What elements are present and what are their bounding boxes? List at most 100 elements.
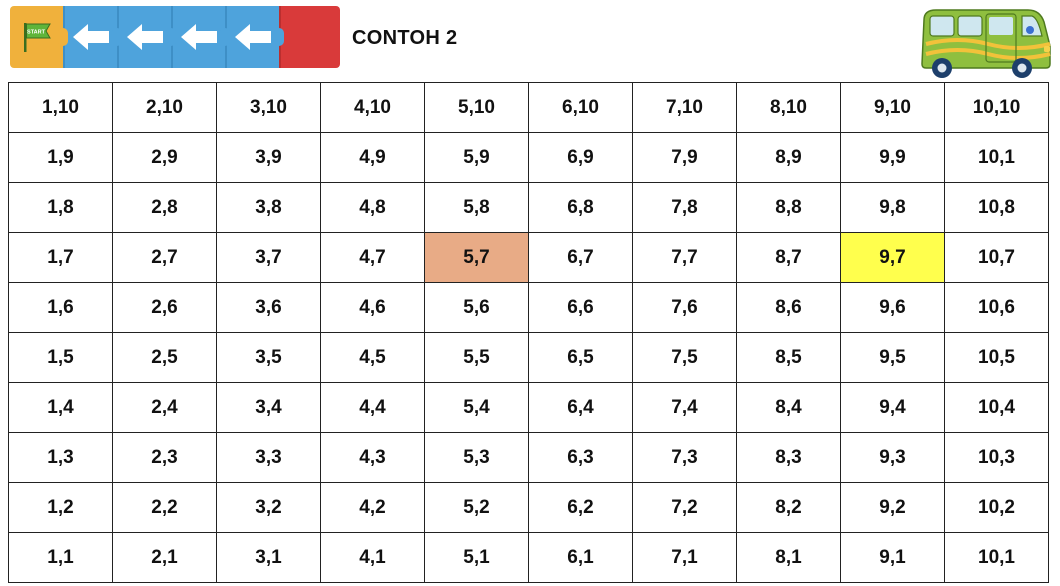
grid-cell[interactable]: 10,10 bbox=[944, 82, 1049, 133]
grid-cell[interactable]: 1,3 bbox=[8, 432, 113, 483]
grid-cell[interactable]: 8,9 bbox=[736, 132, 841, 183]
grid-cell[interactable]: 6,2 bbox=[528, 482, 633, 533]
grid-cell-target[interactable]: 9,7 bbox=[840, 232, 945, 283]
grid-cell[interactable]: 8,7 bbox=[736, 232, 841, 283]
grid-cell[interactable]: 1,5 bbox=[8, 332, 113, 383]
grid-cell[interactable]: 5,4 bbox=[424, 382, 529, 433]
grid-cell[interactable]: 5,2 bbox=[424, 482, 529, 533]
grid-cell[interactable]: 7,8 bbox=[632, 182, 737, 233]
grid-cell[interactable]: 9,1 bbox=[840, 532, 945, 583]
grid-cell[interactable]: 4,4 bbox=[320, 382, 425, 433]
grid-cell[interactable]: 6,6 bbox=[528, 282, 633, 333]
grid-cell[interactable]: 3,5 bbox=[216, 332, 321, 383]
grid-cell[interactable]: 6,7 bbox=[528, 232, 633, 283]
end-block[interactable] bbox=[279, 6, 340, 68]
grid-cell[interactable]: 4,5 bbox=[320, 332, 425, 383]
grid-cell[interactable]: 1,8 bbox=[8, 182, 113, 233]
grid-cell[interactable]: 6,1 bbox=[528, 532, 633, 583]
grid-cell[interactable]: 9,4 bbox=[840, 382, 945, 433]
grid-cell[interactable]: 2,7 bbox=[112, 232, 217, 283]
grid-cell[interactable]: 4,7 bbox=[320, 232, 425, 283]
grid-cell[interactable]: 10,2 bbox=[944, 482, 1049, 533]
grid-cell[interactable]: 7,6 bbox=[632, 282, 737, 333]
grid-cell[interactable]: 2,2 bbox=[112, 482, 217, 533]
grid-cell[interactable]: 9,5 bbox=[840, 332, 945, 383]
grid-cell[interactable]: 8,3 bbox=[736, 432, 841, 483]
grid-cell[interactable]: 3,2 bbox=[216, 482, 321, 533]
grid-cell[interactable]: 7,1 bbox=[632, 532, 737, 583]
grid-cell[interactable]: 10,3 bbox=[944, 432, 1049, 483]
grid-cell[interactable]: 3,1 bbox=[216, 532, 321, 583]
grid-cell[interactable]: 4,10 bbox=[320, 82, 425, 133]
grid-cell[interactable]: 6,4 bbox=[528, 382, 633, 433]
grid-cell[interactable]: 1,4 bbox=[8, 382, 113, 433]
grid-cell-start[interactable]: 5,7 bbox=[424, 232, 529, 283]
grid-cell[interactable]: 6,8 bbox=[528, 182, 633, 233]
grid-cell[interactable]: 6,9 bbox=[528, 132, 633, 183]
grid-cell[interactable]: 1,9 bbox=[8, 132, 113, 183]
grid-cell[interactable]: 4,1 bbox=[320, 532, 425, 583]
grid-cell[interactable]: 8,4 bbox=[736, 382, 841, 433]
grid-cell[interactable]: 1,10 bbox=[8, 82, 113, 133]
grid-cell[interactable]: 8,1 bbox=[736, 532, 841, 583]
grid-cell[interactable]: 2,3 bbox=[112, 432, 217, 483]
grid-cell[interactable]: 8,5 bbox=[736, 332, 841, 383]
grid-cell[interactable]: 3,9 bbox=[216, 132, 321, 183]
grid-cell[interactable]: 4,8 bbox=[320, 182, 425, 233]
grid-cell[interactable]: 9,3 bbox=[840, 432, 945, 483]
grid-cell[interactable]: 8,10 bbox=[736, 82, 841, 133]
grid-cell[interactable]: 4,9 bbox=[320, 132, 425, 183]
grid-cell[interactable]: 10,7 bbox=[944, 232, 1049, 283]
grid-cell[interactable]: 2,9 bbox=[112, 132, 217, 183]
grid-cell[interactable]: 3,6 bbox=[216, 282, 321, 333]
grid-cell[interactable]: 9,9 bbox=[840, 132, 945, 183]
grid-cell[interactable]: 7,4 bbox=[632, 382, 737, 433]
grid-cell[interactable]: 9,2 bbox=[840, 482, 945, 533]
move-left-block[interactable] bbox=[63, 6, 122, 68]
grid-cell[interactable]: 8,6 bbox=[736, 282, 841, 333]
grid-cell[interactable]: 10,8 bbox=[944, 182, 1049, 233]
grid-cell[interactable]: 10,5 bbox=[944, 332, 1049, 383]
grid-cell[interactable]: 9,10 bbox=[840, 82, 945, 133]
move-left-block[interactable] bbox=[171, 6, 230, 68]
grid-cell[interactable]: 6,3 bbox=[528, 432, 633, 483]
grid-cell[interactable]: 7,5 bbox=[632, 332, 737, 383]
grid-cell[interactable]: 1,2 bbox=[8, 482, 113, 533]
grid-cell[interactable]: 2,10 bbox=[112, 82, 217, 133]
grid-cell[interactable]: 2,4 bbox=[112, 382, 217, 433]
grid-cell[interactable]: 9,8 bbox=[840, 182, 945, 233]
move-left-block[interactable] bbox=[225, 6, 284, 68]
grid-cell[interactable]: 7,10 bbox=[632, 82, 737, 133]
grid-cell[interactable]: 2,5 bbox=[112, 332, 217, 383]
grid-cell[interactable]: 8,8 bbox=[736, 182, 841, 233]
grid-cell[interactable]: 4,2 bbox=[320, 482, 425, 533]
grid-cell[interactable]: 6,10 bbox=[528, 82, 633, 133]
grid-cell[interactable]: 6,5 bbox=[528, 332, 633, 383]
grid-cell[interactable]: 10,1 bbox=[944, 532, 1049, 583]
grid-cell[interactable]: 2,1 bbox=[112, 532, 217, 583]
grid-cell[interactable]: 2,6 bbox=[112, 282, 217, 333]
grid-cell[interactable]: 10,6 bbox=[944, 282, 1049, 333]
move-left-block[interactable] bbox=[117, 6, 176, 68]
grid-cell[interactable]: 4,3 bbox=[320, 432, 425, 483]
grid-cell[interactable]: 1,1 bbox=[8, 532, 113, 583]
grid-cell[interactable]: 5,3 bbox=[424, 432, 529, 483]
grid-cell[interactable]: 3,4 bbox=[216, 382, 321, 433]
grid-cell[interactable]: 5,8 bbox=[424, 182, 529, 233]
grid-cell[interactable]: 7,9 bbox=[632, 132, 737, 183]
grid-cell[interactable]: 10,4 bbox=[944, 382, 1049, 433]
grid-cell[interactable]: 5,6 bbox=[424, 282, 529, 333]
grid-cell[interactable]: 10,1 bbox=[944, 132, 1049, 183]
grid-cell[interactable]: 3,3 bbox=[216, 432, 321, 483]
grid-cell[interactable]: 8,2 bbox=[736, 482, 841, 533]
grid-cell[interactable]: 1,6 bbox=[8, 282, 113, 333]
grid-cell[interactable]: 4,6 bbox=[320, 282, 425, 333]
grid-cell[interactable]: 9,6 bbox=[840, 282, 945, 333]
grid-cell[interactable]: 5,10 bbox=[424, 82, 529, 133]
start-block[interactable]: START bbox=[10, 6, 68, 68]
grid-cell[interactable]: 3,7 bbox=[216, 232, 321, 283]
grid-cell[interactable]: 3,10 bbox=[216, 82, 321, 133]
grid-cell[interactable]: 7,3 bbox=[632, 432, 737, 483]
grid-cell[interactable]: 5,9 bbox=[424, 132, 529, 183]
grid-cell[interactable]: 5,5 bbox=[424, 332, 529, 383]
